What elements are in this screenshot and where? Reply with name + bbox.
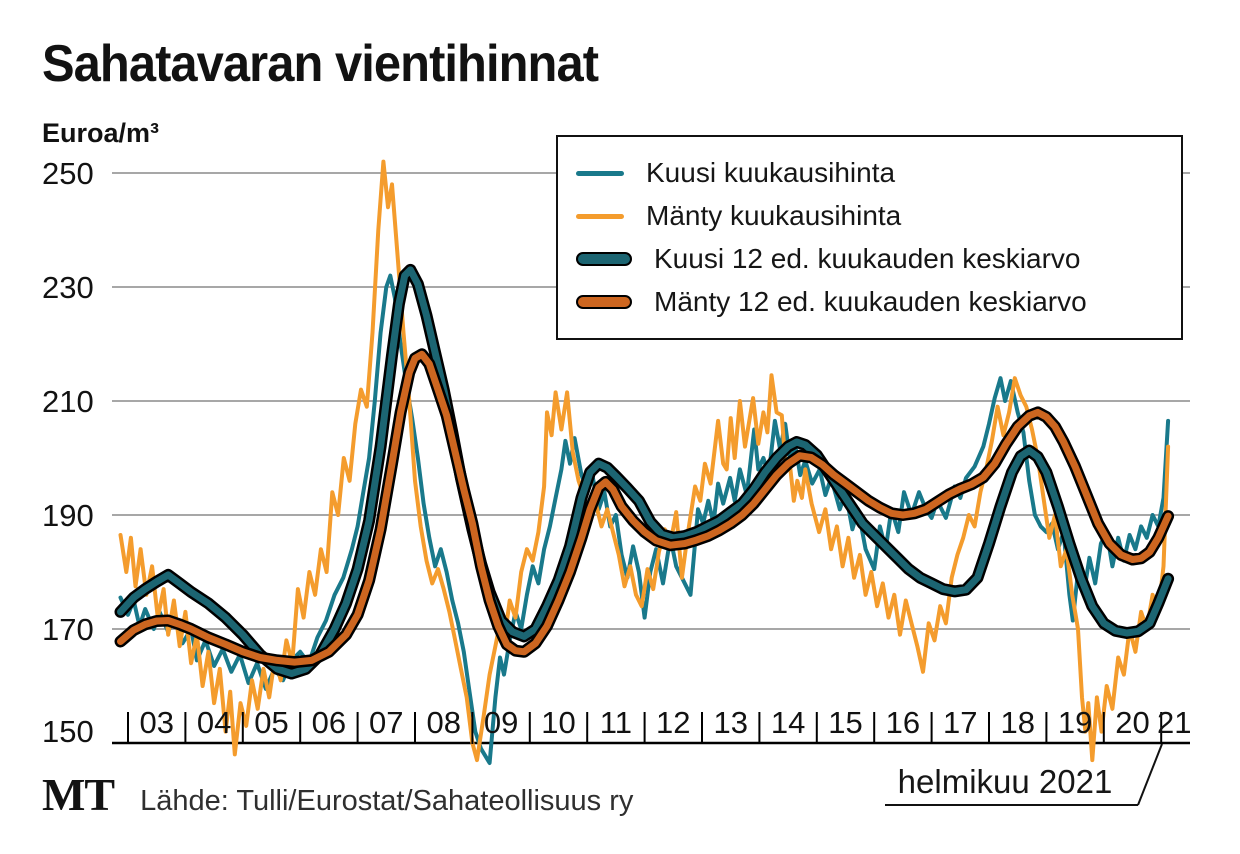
- legend-label: Kuusi kuukausihinta: [646, 157, 896, 188]
- legend-item-manty-average: Mänty 12 ed. kuukauden keskiarvo: [576, 285, 1181, 319]
- x-tick-label-15: 15: [828, 705, 862, 740]
- y-tick-label-230: 230: [42, 270, 94, 305]
- last-point-callout: helmikuu 2021: [897, 763, 1113, 800]
- manty-monthly-line-swatch-icon: [576, 213, 624, 219]
- x-tick-label-07: 07: [369, 705, 403, 740]
- y-axis-unit-label: Euroa/m³: [42, 118, 160, 148]
- mt-logo: MT: [42, 769, 115, 820]
- x-tick-label-21: 21: [1157, 705, 1191, 740]
- legend-item-manty-monthly: Mänty kuukausihinta: [576, 199, 1181, 233]
- legend-label: Mänty kuukausihinta: [646, 200, 902, 231]
- x-tick-label-05: 05: [254, 705, 288, 740]
- chart-legend: Kuusi kuukausihinta Mänty kuukausihinta …: [556, 135, 1183, 340]
- x-tick-label-16: 16: [886, 705, 920, 740]
- x-tick-label-03: 03: [139, 705, 173, 740]
- series-line-manty-monthly: [118, 159, 1171, 763]
- x-tick-label-09: 09: [484, 705, 518, 740]
- x-tick-label-06: 06: [312, 705, 346, 740]
- legend-item-kuusi-average: Kuusi 12 ed. kuukauden keskiarvo: [576, 242, 1181, 276]
- legend-label: Kuusi 12 ed. kuukauden keskiarvo: [654, 243, 1081, 274]
- x-tick-label-17: 17: [943, 705, 977, 740]
- y-tick-label-210: 210: [42, 384, 94, 419]
- x-tick-label-13: 13: [713, 705, 747, 740]
- page-title: Sahatavaran vientihinnat: [42, 35, 599, 93]
- callout-connector-line: [1137, 743, 1163, 806]
- kuusi-average-line-swatch-icon: [576, 252, 632, 266]
- x-tick-label-18: 18: [1000, 705, 1034, 740]
- legend-label: Mänty 12 ed. kuukauden keskiarvo: [654, 286, 1087, 317]
- source-text: Lähde: Tulli/Eurostat/Sahateollisuus ry: [140, 785, 634, 817]
- y-tick-label-170: 170: [42, 612, 94, 647]
- x-tick-label-20: 20: [1115, 705, 1149, 740]
- series-line-manty-average: [117, 350, 1172, 666]
- x-tick-label-10: 10: [541, 705, 575, 740]
- x-tick-label-08: 08: [426, 705, 460, 740]
- y-tick-label-150: 150: [42, 714, 94, 749]
- x-tick-label-04: 04: [197, 705, 231, 740]
- footer: MT Lähde: Tulli/Eurostat/Sahateollisuus …: [42, 768, 633, 821]
- x-tick-label-12: 12: [656, 705, 690, 740]
- y-tick-label-190: 190: [42, 498, 94, 533]
- x-tick-label-14: 14: [771, 705, 805, 740]
- x-tick-label-11: 11: [600, 705, 632, 740]
- x-tick-label-19: 19: [1058, 705, 1092, 740]
- series-line-kuusi-average: [117, 266, 1172, 677]
- kuusi-monthly-line-swatch-icon: [576, 170, 624, 176]
- legend-item-kuusi-monthly: Kuusi kuukausihinta: [576, 156, 1181, 190]
- manty-average-line-swatch-icon: [576, 295, 632, 309]
- y-tick-label-250: 250: [42, 156, 94, 191]
